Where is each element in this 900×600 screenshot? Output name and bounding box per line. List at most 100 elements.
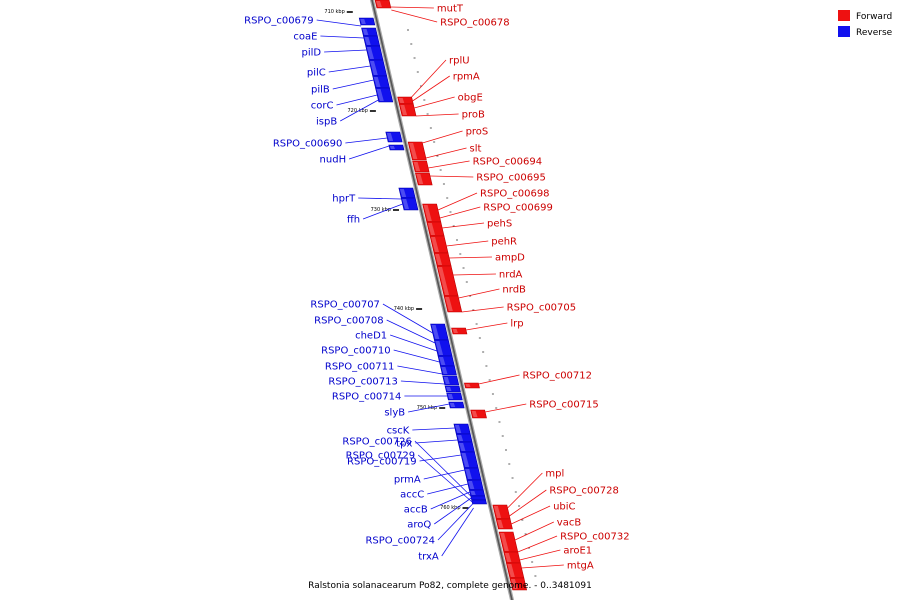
- gene-block-highlight: [446, 387, 452, 391]
- label-connector: [437, 192, 478, 211]
- gene-label-rpma: rpmA: [453, 72, 480, 83]
- label-connector: [390, 334, 438, 352]
- gene-label-ffh: ffh: [347, 215, 360, 226]
- tick-label: 730 kbp: [371, 207, 391, 213]
- gene-label-pilb: pilB: [311, 85, 330, 96]
- gene-label-lrp: lrp: [510, 319, 523, 330]
- tick-label: 760 kbp: [440, 505, 460, 511]
- label-connector: [382, 303, 433, 334]
- gene-block-highlight: [465, 469, 472, 479]
- reverse-gene-block: [448, 401, 465, 409]
- label-connector: [400, 380, 445, 385]
- gene-block-highlight: [441, 367, 448, 374]
- gene-label-ubic: ubiC: [553, 502, 575, 513]
- gene-label-pild: pilD: [302, 48, 322, 59]
- gene-block-highlight: [500, 533, 509, 551]
- gene-label-rspo_c00705: RSPO_c00705: [507, 303, 577, 314]
- gene-blocks: [358, 0, 537, 591]
- gene-label-rplu: rplU: [449, 56, 470, 67]
- label-connector: [428, 160, 470, 169]
- label-connector: [434, 497, 472, 525]
- gene-label-mutt: mutT: [437, 4, 464, 15]
- forward-gene-block: [412, 160, 430, 173]
- label-connector: [427, 483, 469, 495]
- label-connector: [316, 19, 362, 27]
- reverse-gene-block: [471, 499, 487, 505]
- gene-block-highlight: [360, 19, 366, 24]
- gene-label-prob: proB: [462, 110, 485, 121]
- label-connector: [416, 113, 459, 117]
- gene-label-pilc: pilC: [307, 68, 326, 79]
- label-connector: [412, 427, 455, 431]
- gene-label-tpx: tpx: [396, 439, 412, 450]
- label-connector: [358, 197, 402, 200]
- gene-label-nudh: nudH: [320, 155, 347, 166]
- gene-block-highlight: [497, 520, 504, 528]
- gene-label-hprt: hprT: [332, 194, 356, 205]
- gene-labels: mutT RSPO_c00678 RSPO_c00679 coaE pilD pilC pi…: [244, 4, 629, 572]
- gene-label-nrda: nrdA: [499, 270, 523, 281]
- gene-label-rspo_c00678: RSPO_c00678: [440, 18, 510, 29]
- label-connector: [390, 6, 434, 9]
- label-connector: [446, 240, 489, 247]
- tick-label: 740 kbp: [394, 306, 414, 312]
- reverse-gene-block: [444, 385, 461, 393]
- label-connector: [517, 535, 558, 553]
- label-connector: [453, 273, 496, 276]
- gene-block-highlight: [435, 341, 444, 355]
- gene-label-ched1: cheD1: [355, 331, 387, 342]
- gene-block-highlight: [461, 453, 470, 467]
- gene-label-rspo_c00699: RSPO_c00699: [483, 203, 553, 214]
- gene-label-corc: corC: [311, 101, 334, 112]
- gene-label-rspo_c00694: RSPO_c00694: [473, 157, 543, 168]
- gene-block-highlight: [452, 329, 458, 333]
- gene-label-nrdb: nrdB: [502, 285, 526, 296]
- label-connector: [507, 472, 543, 509]
- label-connector: [465, 322, 508, 331]
- gene-block-highlight: [364, 37, 371, 45]
- gene-label-csck: cscK: [387, 426, 410, 437]
- label-connector: [412, 75, 450, 102]
- gene-label-rspo_c00679: RSPO_c00679: [244, 16, 314, 27]
- label-connector: [345, 137, 388, 144]
- forward-gene-block: [407, 141, 427, 161]
- gene-block-highlight: [423, 205, 432, 221]
- gene-label-mtga: mtgA: [567, 561, 594, 572]
- label-connector: [425, 147, 467, 159]
- gene-block-highlight: [447, 394, 454, 399]
- gene-label-rspo_c00690: RSPO_c00690: [273, 139, 343, 150]
- gene-label-obge: obgE: [458, 93, 483, 104]
- gene-label-rspo_c00707: RSPO_c00707: [310, 300, 380, 311]
- label-connector: [521, 564, 564, 569]
- gene-block-highlight: [413, 162, 421, 171]
- label-connectors: [316, 6, 564, 569]
- gene-label-prma: prmA: [394, 475, 421, 486]
- gene-block-highlight: [445, 297, 453, 311]
- gene-block-highlight: [459, 443, 466, 451]
- gene-block-highlight: [510, 579, 518, 589]
- gene-label-vacb: vacB: [557, 518, 582, 529]
- gene-block-highlight: [449, 403, 456, 407]
- label-connector: [430, 175, 474, 178]
- gene-block-highlight: [465, 384, 471, 387]
- gene-block-highlight: [376, 89, 384, 101]
- label-connector: [514, 521, 554, 541]
- label-connector: [415, 439, 458, 444]
- label-connector: [509, 489, 547, 517]
- gene-label-rspo_c00719: RSPO_c00719: [347, 457, 417, 468]
- gene-block-highlight: [454, 425, 462, 433]
- gene-label-rspo_c00711: RSPO_c00711: [325, 362, 395, 373]
- gene-block-highlight: [373, 77, 381, 87]
- label-connector: [320, 35, 364, 39]
- label-connector: [348, 145, 390, 160]
- gene-block-highlight: [504, 553, 512, 562]
- gene-block-highlight: [402, 199, 409, 209]
- gene-block-highlight: [409, 143, 418, 159]
- label-connector: [328, 65, 371, 73]
- label-connector: [414, 96, 455, 109]
- gene-block-highlight: [416, 174, 424, 184]
- map-title: Ralstonia solanacearum Po82, complete ge…: [308, 581, 592, 591]
- gene-label-rspo_c00712: RSPO_c00712: [523, 371, 593, 382]
- label-connector: [519, 549, 561, 561]
